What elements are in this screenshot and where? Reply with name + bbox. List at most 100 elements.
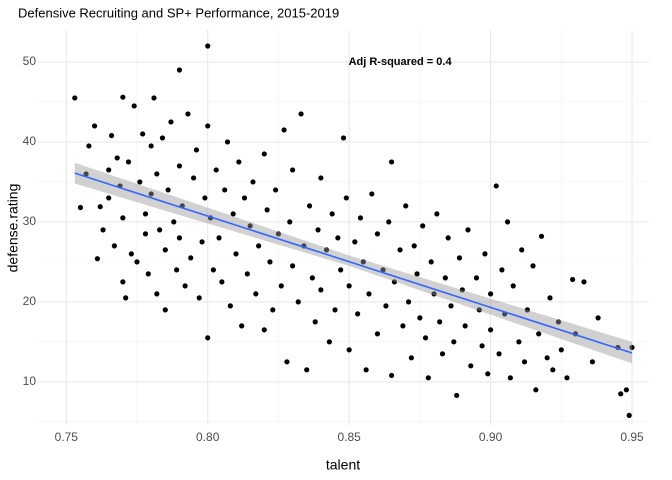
point <box>374 331 381 337</box>
point <box>629 344 635 351</box>
point <box>417 315 423 321</box>
point <box>120 279 126 285</box>
point <box>97 204 103 210</box>
point <box>278 283 284 289</box>
point <box>295 299 301 305</box>
point <box>77 204 84 211</box>
point <box>267 259 273 265</box>
point <box>222 187 228 193</box>
point <box>165 187 171 193</box>
point <box>174 267 180 273</box>
point <box>487 327 494 333</box>
point <box>547 295 553 301</box>
point <box>338 267 344 273</box>
point <box>111 243 117 249</box>
point <box>343 195 349 201</box>
point <box>521 359 528 365</box>
point <box>420 223 426 229</box>
point <box>564 375 570 381</box>
point <box>86 143 92 149</box>
point <box>369 191 375 197</box>
point <box>388 159 395 165</box>
point <box>360 259 366 265</box>
point <box>275 231 282 237</box>
point <box>493 183 499 189</box>
point <box>454 392 460 399</box>
point <box>346 283 352 289</box>
point <box>140 131 146 137</box>
point <box>468 363 474 369</box>
point <box>188 255 194 261</box>
y-tick-label: 20 <box>23 294 37 308</box>
point <box>581 279 587 285</box>
point <box>100 227 106 233</box>
point <box>261 151 267 157</box>
point <box>519 247 525 253</box>
point <box>352 239 358 245</box>
point <box>482 251 488 257</box>
point <box>137 179 143 185</box>
point <box>247 223 253 229</box>
point <box>397 247 403 253</box>
point <box>451 339 457 345</box>
point <box>108 132 115 139</box>
point <box>213 167 219 173</box>
point <box>210 267 216 273</box>
point <box>202 195 208 201</box>
point <box>182 283 188 289</box>
point <box>273 187 279 193</box>
x-tick-label: 0.85 <box>337 430 361 444</box>
point <box>205 43 211 49</box>
point <box>123 295 129 301</box>
point <box>190 175 197 181</box>
point <box>456 255 463 261</box>
point <box>439 351 446 357</box>
point <box>106 195 112 201</box>
point <box>289 167 296 173</box>
point <box>224 139 231 145</box>
point <box>335 235 341 241</box>
point <box>239 323 245 329</box>
point <box>462 323 468 329</box>
point <box>465 227 471 233</box>
point <box>504 219 511 225</box>
chart-title: Defensive Recruiting and SP+ Performance… <box>18 5 339 20</box>
point <box>205 123 211 129</box>
point <box>148 191 154 197</box>
point <box>131 103 137 109</box>
point <box>219 279 225 285</box>
y-axis-label: defense.rating <box>5 184 21 273</box>
point <box>250 179 256 185</box>
point <box>205 335 211 341</box>
point <box>510 283 516 289</box>
point <box>148 143 154 149</box>
point <box>411 243 417 249</box>
y-tick-label: 10 <box>23 374 37 388</box>
point <box>428 259 434 265</box>
point <box>142 211 149 217</box>
point <box>125 159 132 165</box>
point <box>479 343 485 349</box>
point <box>533 387 539 393</box>
point <box>289 263 296 269</box>
point <box>363 367 369 373</box>
point <box>270 307 276 313</box>
point <box>618 391 624 397</box>
x-tick-label: 0.75 <box>55 430 79 444</box>
point <box>473 275 480 281</box>
point <box>162 307 168 313</box>
point <box>400 323 406 329</box>
point <box>256 243 262 249</box>
point <box>304 367 310 373</box>
point <box>538 233 545 239</box>
point <box>171 219 177 225</box>
point <box>555 319 562 325</box>
point <box>496 351 502 357</box>
x-tick-label: 0.80 <box>196 430 220 444</box>
point <box>524 307 530 313</box>
point <box>281 127 287 133</box>
point <box>445 235 451 241</box>
point <box>185 111 191 117</box>
point <box>589 359 596 365</box>
point <box>241 195 248 201</box>
